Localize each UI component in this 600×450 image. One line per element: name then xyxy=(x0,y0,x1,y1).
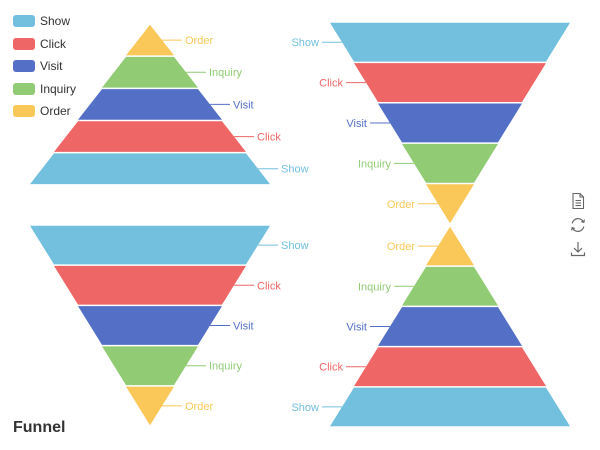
legend-swatch-click xyxy=(13,37,35,50)
funnel-1-label-order: Order xyxy=(185,35,213,47)
funnel-1-segment-visit[interactable] xyxy=(78,89,222,120)
funnel-2-segment-visit[interactable] xyxy=(78,306,222,345)
funnel-2-label-order: Order xyxy=(185,401,213,413)
funnel-4-label-visit: Visit xyxy=(346,322,367,334)
funnel-3-segment-click[interactable] xyxy=(354,63,546,102)
legend-item-show[interactable]: Show xyxy=(13,10,76,33)
funnel-3-label-inquiry: Inquiry xyxy=(358,158,392,170)
save-image-icon[interactable] xyxy=(569,240,587,258)
funnel-4-segment-order[interactable] xyxy=(426,226,474,266)
funnel-2-label-inquiry: Inquiry xyxy=(209,361,243,373)
restore-icon[interactable] xyxy=(569,216,587,234)
legend-label-inquiry: Inquiry xyxy=(40,81,77,96)
funnel-3-segment-visit[interactable] xyxy=(378,103,522,143)
funnel-2-segment-inquiry[interactable] xyxy=(102,346,198,386)
legend-swatch-inquiry xyxy=(13,82,35,95)
funnel-4-segment-show[interactable] xyxy=(330,387,570,427)
funnel-2-label-click: Click xyxy=(257,280,281,292)
funnel-1-segment-click[interactable] xyxy=(54,121,246,152)
legend-item-inquiry[interactable]: Inquiry xyxy=(13,78,76,101)
legend-label-visit: Visit xyxy=(40,59,63,74)
legend-swatch-show xyxy=(13,15,35,28)
funnel-4-label-order: Order xyxy=(387,241,415,253)
funnel-2-segment-order[interactable] xyxy=(126,386,174,426)
funnel-4-segment-inquiry[interactable] xyxy=(402,266,498,306)
funnel-1-segment-inquiry[interactable] xyxy=(102,56,198,88)
funnel-2-segment-click[interactable] xyxy=(54,265,246,305)
funnel-3-label-click: Click xyxy=(319,78,343,90)
funnel-3-segment-order[interactable] xyxy=(426,184,474,224)
funnel-1-label-visit: Visit xyxy=(233,99,254,111)
funnel-4-segment-visit[interactable] xyxy=(378,307,522,346)
legend-label-click: Click xyxy=(40,36,66,51)
funnel-2-label-show: Show xyxy=(281,240,309,252)
funnel-4-segment-click[interactable] xyxy=(354,347,546,387)
funnel-3-label-show: Show xyxy=(291,37,319,49)
funnel-1-label-click: Click xyxy=(257,132,281,144)
legend: Show Click Visit Inquiry Order xyxy=(13,10,76,123)
funnel-3-segment-inquiry[interactable] xyxy=(402,143,498,183)
legend-swatch-visit xyxy=(13,60,35,73)
funnel-4-label-click: Click xyxy=(319,362,343,374)
funnel-1-label-show: Show xyxy=(281,164,309,176)
legend-item-click[interactable]: Click xyxy=(13,33,76,56)
legend-item-order[interactable]: Order xyxy=(13,100,76,123)
legend-swatch-order xyxy=(13,105,35,118)
chart-title: Funnel xyxy=(13,419,66,436)
funnel-1-label-inquiry: Inquiry xyxy=(209,67,243,79)
data-view-icon[interactable] xyxy=(569,192,587,210)
funnel-1-segment-show[interactable] xyxy=(30,153,270,185)
funnel-4-label-show: Show xyxy=(291,402,319,414)
legend-label-show: Show xyxy=(40,14,71,29)
toolbox xyxy=(569,192,587,264)
funnel-2-label-visit: Visit xyxy=(233,321,254,333)
funnel-1-segment-order[interactable] xyxy=(126,24,174,56)
funnel-3-segment-show[interactable] xyxy=(330,22,570,62)
funnel-3-label-visit: Visit xyxy=(346,118,367,130)
legend-label-order: Order xyxy=(40,104,71,119)
funnel-4-label-inquiry: Inquiry xyxy=(358,281,392,293)
legend-item-visit[interactable]: Visit xyxy=(13,55,76,78)
funnel-2-segment-show[interactable] xyxy=(30,225,270,265)
funnel-3-label-order: Order xyxy=(387,199,415,211)
